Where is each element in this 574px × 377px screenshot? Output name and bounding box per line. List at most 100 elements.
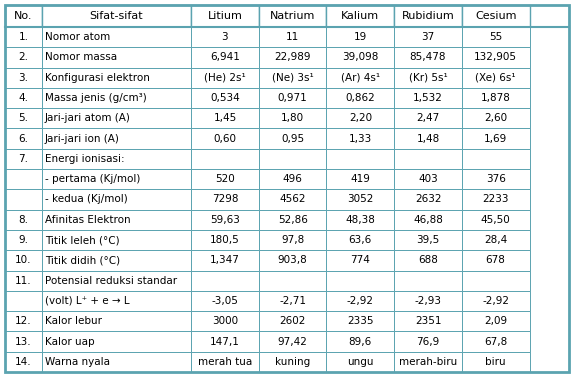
Bar xyxy=(42,169,191,189)
Bar xyxy=(5,5,42,27)
Text: Kalor uap: Kalor uap xyxy=(45,337,94,346)
Bar xyxy=(42,27,191,47)
Bar xyxy=(42,189,191,210)
Bar xyxy=(394,149,462,169)
Text: 2,47: 2,47 xyxy=(416,113,440,123)
Bar xyxy=(5,67,42,88)
Text: 520: 520 xyxy=(215,174,235,184)
Text: 132,905: 132,905 xyxy=(474,52,517,63)
Text: (Ar) 4s¹: (Ar) 4s¹ xyxy=(341,73,380,83)
Bar xyxy=(5,27,42,47)
Text: 52,86: 52,86 xyxy=(278,215,308,225)
Text: Nomor massa: Nomor massa xyxy=(45,52,117,63)
Text: -2,92: -2,92 xyxy=(347,296,374,306)
Bar xyxy=(259,108,327,129)
Bar xyxy=(191,210,259,230)
Text: merah-biru: merah-biru xyxy=(399,357,457,367)
Text: Kalor lebur: Kalor lebur xyxy=(45,316,102,326)
Text: 3: 3 xyxy=(222,32,228,42)
Text: 0,534: 0,534 xyxy=(210,93,240,103)
Bar xyxy=(42,129,191,149)
Bar xyxy=(191,271,259,291)
Bar xyxy=(327,27,394,47)
Bar xyxy=(5,331,42,352)
Bar xyxy=(42,352,191,372)
Text: Titik didih (°C): Titik didih (°C) xyxy=(45,255,120,265)
Bar xyxy=(191,88,259,108)
Text: 403: 403 xyxy=(418,174,438,184)
Text: 37: 37 xyxy=(421,32,435,42)
Text: 6.: 6. xyxy=(18,133,28,144)
Bar xyxy=(191,230,259,250)
Text: 4562: 4562 xyxy=(280,195,306,204)
Text: 678: 678 xyxy=(486,255,506,265)
Bar xyxy=(259,311,327,331)
Bar xyxy=(394,331,462,352)
Bar xyxy=(259,291,327,311)
Bar xyxy=(394,169,462,189)
Bar xyxy=(462,210,530,230)
Bar xyxy=(191,47,259,67)
Bar xyxy=(462,189,530,210)
Bar xyxy=(42,149,191,169)
Bar xyxy=(259,67,327,88)
Bar xyxy=(191,27,259,47)
Bar xyxy=(462,149,530,169)
Bar xyxy=(394,67,462,88)
Bar xyxy=(5,291,42,311)
Text: Cesium: Cesium xyxy=(475,11,517,21)
Text: 55: 55 xyxy=(489,32,502,42)
Bar xyxy=(42,311,191,331)
Text: 2351: 2351 xyxy=(415,316,441,326)
Text: biru: biru xyxy=(486,357,506,367)
Bar xyxy=(394,47,462,67)
Text: 0,971: 0,971 xyxy=(278,93,308,103)
Bar xyxy=(462,88,530,108)
Bar xyxy=(259,230,327,250)
Text: 28,4: 28,4 xyxy=(484,235,507,245)
Bar xyxy=(5,189,42,210)
Text: 97,8: 97,8 xyxy=(281,235,304,245)
Text: 2632: 2632 xyxy=(415,195,441,204)
Bar xyxy=(42,291,191,311)
Bar xyxy=(191,5,259,27)
Bar xyxy=(462,291,530,311)
Text: 6,941: 6,941 xyxy=(210,52,240,63)
Text: 688: 688 xyxy=(418,255,438,265)
Text: 903,8: 903,8 xyxy=(278,255,308,265)
Bar xyxy=(5,352,42,372)
Bar xyxy=(191,129,259,149)
Text: 39,5: 39,5 xyxy=(416,235,440,245)
Bar xyxy=(327,331,394,352)
Text: 2602: 2602 xyxy=(280,316,306,326)
Text: Litium: Litium xyxy=(208,11,242,21)
Bar xyxy=(462,169,530,189)
Text: -2,93: -2,93 xyxy=(414,296,441,306)
Text: 13.: 13. xyxy=(15,337,32,346)
Bar xyxy=(5,108,42,129)
Text: 7.: 7. xyxy=(18,154,28,164)
Text: Natrium: Natrium xyxy=(270,11,315,21)
Bar xyxy=(259,169,327,189)
Text: 9.: 9. xyxy=(18,235,28,245)
Text: 419: 419 xyxy=(350,174,370,184)
Bar xyxy=(259,88,327,108)
Bar xyxy=(42,331,191,352)
Text: 45,50: 45,50 xyxy=(481,215,510,225)
Bar xyxy=(5,47,42,67)
Bar xyxy=(42,230,191,250)
Bar xyxy=(259,5,327,27)
Bar xyxy=(327,210,394,230)
Text: - kedua (Kj/mol): - kedua (Kj/mol) xyxy=(45,195,127,204)
Text: 1,878: 1,878 xyxy=(481,93,511,103)
Text: Energi ionisasi:: Energi ionisasi: xyxy=(45,154,125,164)
Text: Kalium: Kalium xyxy=(342,11,379,21)
Bar xyxy=(462,352,530,372)
Text: 1,532: 1,532 xyxy=(413,93,443,103)
Text: 0,862: 0,862 xyxy=(346,93,375,103)
Bar xyxy=(42,108,191,129)
Bar xyxy=(462,331,530,352)
Text: (Xe) 6s¹: (Xe) 6s¹ xyxy=(475,73,516,83)
Bar xyxy=(462,5,530,27)
Text: 1,347: 1,347 xyxy=(210,255,240,265)
